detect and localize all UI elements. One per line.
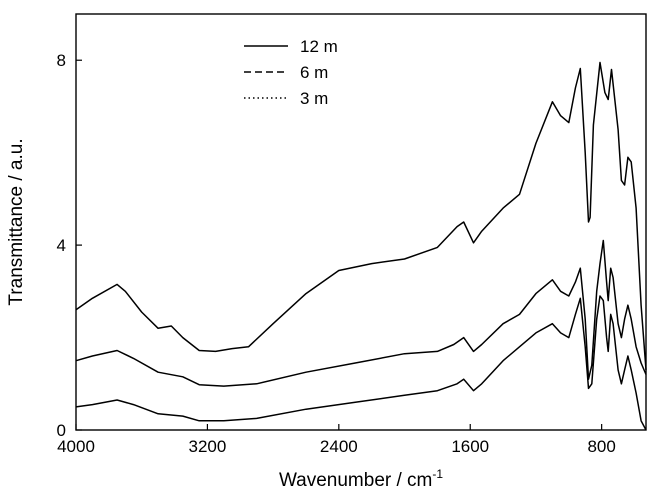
series-line-2 <box>75 239 647 387</box>
y-tick-label: 4 <box>57 236 66 255</box>
series-line-1 <box>75 61 647 370</box>
x-tick-label: 4000 <box>57 437 95 456</box>
legend-label-3: 3 m <box>300 89 328 108</box>
legend-label-1: 12 m <box>300 37 338 56</box>
y-tick-label: 0 <box>57 421 66 440</box>
x-tick-label: 2400 <box>320 437 358 456</box>
x-tick-label: 800 <box>587 437 615 456</box>
plot-frame <box>75 13 647 431</box>
x-tick-label: 3200 <box>188 437 226 456</box>
y-tick-label: 8 <box>57 51 66 70</box>
x-axis-title-superscript: -1 <box>432 467 443 481</box>
series-line-3 <box>75 295 647 431</box>
y-axis-title: Transmittance / a.u. <box>6 138 27 305</box>
legend: 12 m 6 m 3 m <box>244 37 338 108</box>
x-axis-title-main: Wavenumber / cm <box>279 470 432 491</box>
axis-ticks: 4000 3200 2400 1600 800 0 4 8 <box>57 51 616 456</box>
legend-label-2: 6 m <box>300 63 328 82</box>
x-tick-label: 1600 <box>451 437 489 456</box>
x-axis-title: Wavenumber / cm-1 <box>279 467 443 491</box>
series-lines <box>75 61 647 431</box>
